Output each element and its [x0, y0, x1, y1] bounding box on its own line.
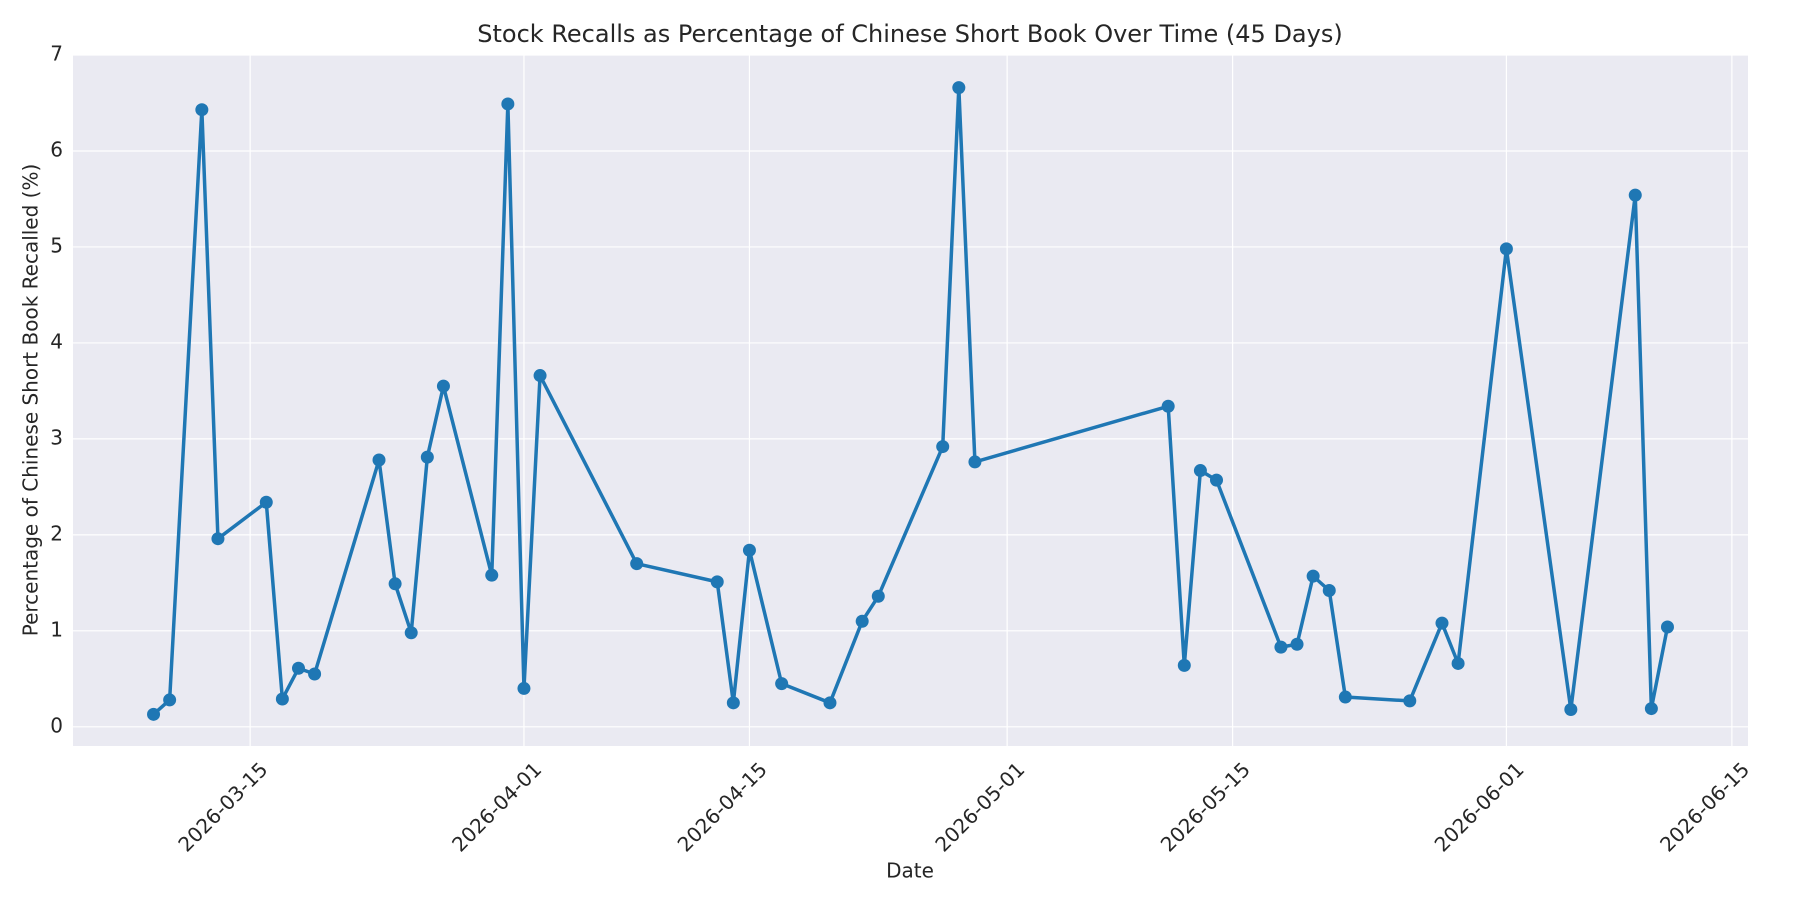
y-tick-label: 6	[50, 137, 63, 161]
data-point	[291, 661, 305, 675]
data-point	[372, 453, 386, 467]
data-point	[1177, 658, 1191, 672]
data-point	[517, 681, 531, 695]
data-point	[533, 369, 547, 383]
data-point	[726, 696, 740, 710]
data-point	[1338, 690, 1352, 704]
data-point	[1451, 656, 1465, 670]
data-point	[485, 568, 499, 582]
data-point	[308, 667, 322, 681]
x-tick-label: 2026-06-15	[1655, 757, 1754, 856]
data-point	[404, 626, 418, 640]
data-point	[195, 103, 209, 117]
data-point	[259, 495, 273, 509]
data-point	[1290, 637, 1304, 651]
data-point	[436, 379, 450, 393]
data-point	[968, 455, 982, 469]
data-point	[871, 589, 885, 603]
data-point	[420, 450, 434, 464]
data-point	[1499, 242, 1513, 256]
data-point	[163, 693, 177, 707]
x-tick-label: 2026-06-01	[1430, 757, 1529, 856]
chart-title: Stock Recalls as Percentage of Chinese S…	[477, 20, 1342, 48]
data-point	[1193, 464, 1207, 478]
data-point	[1322, 584, 1336, 598]
y-tick-label: 1	[50, 617, 63, 641]
data-point	[1403, 694, 1417, 708]
data-point	[1660, 620, 1674, 634]
data-point	[1644, 702, 1658, 716]
y-tick-label: 0	[50, 713, 63, 737]
x-tick-label: 2026-04-15	[673, 757, 772, 856]
y-tick-label: 3	[50, 425, 63, 449]
y-tick-label: 4	[50, 329, 63, 353]
data-point	[1564, 703, 1578, 717]
data-point	[742, 543, 756, 557]
x-tick-label: 2026-05-01	[930, 757, 1029, 856]
y-axis-label: Percentage of Chinese Short Book Recalle…	[19, 164, 43, 637]
data-point	[775, 677, 789, 691]
data-point	[1435, 616, 1449, 630]
data-point	[1628, 188, 1642, 202]
data-point	[1161, 399, 1175, 413]
data-point	[1306, 569, 1320, 583]
data-point	[275, 692, 289, 706]
y-tick-label: 7	[50, 42, 63, 66]
data-point	[952, 81, 966, 95]
x-tick-label: 2026-04-01	[447, 757, 546, 856]
y-tick-label: 2	[50, 521, 63, 545]
data-point	[855, 614, 869, 628]
x-tick-label: 2026-05-15	[1156, 757, 1255, 856]
y-tick-label: 5	[50, 233, 63, 257]
data-point	[936, 440, 950, 454]
data-point	[1210, 473, 1224, 487]
x-tick-label: 2026-03-15	[173, 757, 272, 856]
data-point	[630, 557, 644, 571]
data-point	[1274, 640, 1288, 654]
data-point	[388, 577, 402, 591]
data-point	[710, 575, 724, 589]
x-axis-label: Date	[886, 859, 934, 883]
data-point	[501, 97, 515, 111]
data-point	[147, 707, 161, 721]
data-point	[211, 532, 225, 546]
data-point	[823, 696, 837, 710]
